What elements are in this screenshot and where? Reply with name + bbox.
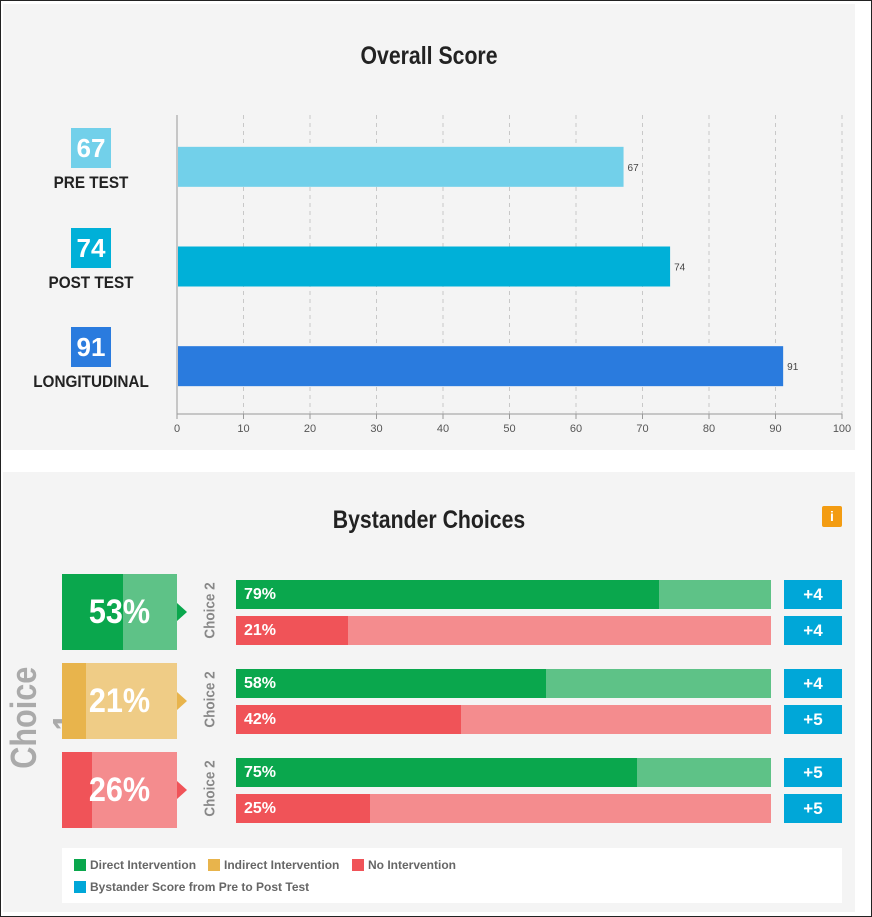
choice-2-bar-fill bbox=[236, 616, 349, 645]
bar bbox=[178, 246, 671, 287]
choice-2-bar-label: 42% bbox=[244, 711, 277, 728]
choice-2-bar-label: 79% bbox=[244, 586, 277, 603]
choice-2-label: Choice 2 bbox=[201, 582, 219, 639]
overall-score-title: Overall Score bbox=[360, 42, 498, 70]
legend-swatch bbox=[352, 859, 364, 871]
legend-label: Bystander Score from Pre to Post Test bbox=[90, 880, 310, 894]
legend-label: Indirect Intervention bbox=[224, 858, 340, 872]
choice-1-percent: 53% bbox=[88, 593, 151, 631]
x-tick-label: 10 bbox=[237, 423, 249, 435]
category-label: POST TEST bbox=[48, 272, 134, 292]
info-icon[interactable]: i bbox=[822, 506, 842, 527]
x-tick-label: 90 bbox=[769, 423, 781, 435]
legend-swatch bbox=[208, 859, 220, 871]
choice-arrow bbox=[177, 781, 187, 799]
choice-2-label: Choice 2 bbox=[201, 671, 219, 728]
legend-item: Direct Intervention bbox=[74, 858, 196, 872]
score-badge: 74 bbox=[71, 227, 111, 268]
category-label: PRE TEST bbox=[53, 172, 129, 192]
x-tick-label: 0 bbox=[174, 423, 180, 435]
legend-item: No Intervention bbox=[352, 858, 456, 872]
choice-2-bar-label: 21% bbox=[244, 622, 277, 639]
bar bbox=[178, 146, 624, 187]
choice-1-box: 53% bbox=[62, 574, 177, 650]
choice-2-label: Choice 2 bbox=[201, 760, 219, 817]
legend-item: Bystander Score from Pre to Post Test bbox=[74, 880, 309, 894]
choice-2-bar-fill bbox=[236, 758, 638, 787]
x-tick-label: 40 bbox=[437, 423, 449, 435]
x-tick-label: 30 bbox=[370, 423, 382, 435]
score-change-badge: +5 bbox=[784, 794, 842, 823]
choice-2-bar: 79% bbox=[236, 580, 771, 609]
score-change-badge: +4 bbox=[784, 580, 842, 609]
choice-2-bar: 42% bbox=[236, 705, 771, 734]
x-tick-label: 70 bbox=[636, 423, 648, 435]
x-tick-label: 100 bbox=[833, 423, 851, 435]
score-badge: 67 bbox=[71, 127, 111, 168]
choice-2-bar-fill bbox=[236, 669, 547, 698]
x-tick-label: 20 bbox=[304, 423, 316, 435]
legend-swatch bbox=[74, 881, 86, 893]
choice-2-bar: 58% bbox=[236, 669, 771, 698]
bar-value-label: 67 bbox=[628, 163, 640, 174]
bar-value-label: 91 bbox=[787, 362, 799, 373]
choice-arrow bbox=[177, 692, 187, 710]
category-label: LONGITUDINAL bbox=[33, 372, 149, 392]
choice-2-bar-fill bbox=[236, 580, 659, 609]
choice-2-bar-label: 58% bbox=[244, 675, 277, 692]
choice-1-box: 26% bbox=[62, 752, 177, 828]
score-change-badge: +5 bbox=[784, 705, 842, 734]
choice-2-bar-fill bbox=[236, 705, 461, 734]
legend-label: Direct Intervention bbox=[90, 858, 197, 872]
bar bbox=[178, 346, 784, 387]
x-tick-label: 60 bbox=[570, 423, 582, 435]
choice-1-fill bbox=[62, 752, 92, 828]
bystander-choices-title: Bystander Choices bbox=[332, 506, 526, 534]
choice-arrow bbox=[177, 603, 187, 621]
overall-score-chart: 0 10 20 30 40 50 60 70 80 90 100 67 74 91 bbox=[174, 115, 851, 435]
x-tick-label: 80 bbox=[703, 423, 715, 435]
x-tick-label: 50 bbox=[503, 423, 515, 435]
score-change-badge: +4 bbox=[784, 616, 842, 645]
choice-1-fill bbox=[62, 663, 87, 739]
choice-1-fill bbox=[62, 574, 123, 650]
score-change-badge: +4 bbox=[784, 669, 842, 698]
choice-1-percent: 26% bbox=[88, 771, 151, 809]
choice-2-bar-label: 25% bbox=[244, 800, 277, 817]
score-change-badge: +5 bbox=[784, 758, 842, 787]
legend-label: No Intervention bbox=[368, 858, 457, 872]
choice-2-bar: 25% bbox=[236, 794, 771, 823]
legend-swatch bbox=[74, 859, 86, 871]
choice-2-bar: 75% bbox=[236, 758, 771, 787]
legend: Direct Intervention Indirect Intervention… bbox=[62, 848, 842, 903]
bar-value-label: 74 bbox=[674, 263, 686, 274]
score-badge: 91 bbox=[71, 327, 111, 368]
choice-1-box: 21% bbox=[62, 663, 177, 739]
choice-1-percent: 21% bbox=[88, 682, 151, 720]
legend-item: Indirect Intervention bbox=[208, 858, 339, 872]
choice-2-bar-label: 75% bbox=[244, 764, 277, 781]
choice-2-bar-fill bbox=[236, 794, 370, 823]
choice-2-bar: 21% bbox=[236, 616, 771, 645]
